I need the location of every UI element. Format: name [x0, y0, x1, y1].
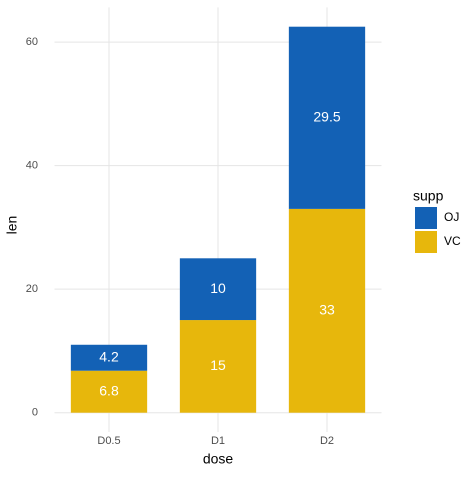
value-label: 29.5	[313, 108, 340, 124]
y-axis-title: len	[4, 216, 20, 235]
legend-key	[415, 231, 437, 253]
value-label: 15	[210, 357, 226, 373]
x-tick-label: D1	[211, 435, 225, 447]
y-tick-label: 40	[26, 160, 38, 172]
bar-segment	[179, 320, 257, 413]
bar-segment	[288, 26, 366, 209]
value-label: 33	[319, 301, 335, 317]
y-tick-label: 0	[32, 407, 38, 419]
bar-segment	[288, 208, 366, 413]
x-tick-label: D2	[320, 435, 334, 447]
value-label: 10	[210, 280, 226, 296]
bar-segment	[179, 258, 257, 321]
bar-segment	[70, 370, 148, 413]
x-axis-title: dose	[203, 451, 234, 467]
bar-segment	[70, 344, 148, 371]
x-tick-label: D0.5	[97, 435, 120, 447]
y-tick-label: 20	[26, 283, 38, 295]
y-tick-label: 60	[26, 36, 38, 48]
legend-key	[415, 207, 437, 229]
value-label: 6.8	[99, 382, 119, 398]
legend-title: supp	[413, 188, 444, 204]
legend-label: OJ	[444, 210, 459, 224]
legend-label: VC	[444, 234, 461, 248]
value-label: 4.2	[99, 348, 119, 364]
